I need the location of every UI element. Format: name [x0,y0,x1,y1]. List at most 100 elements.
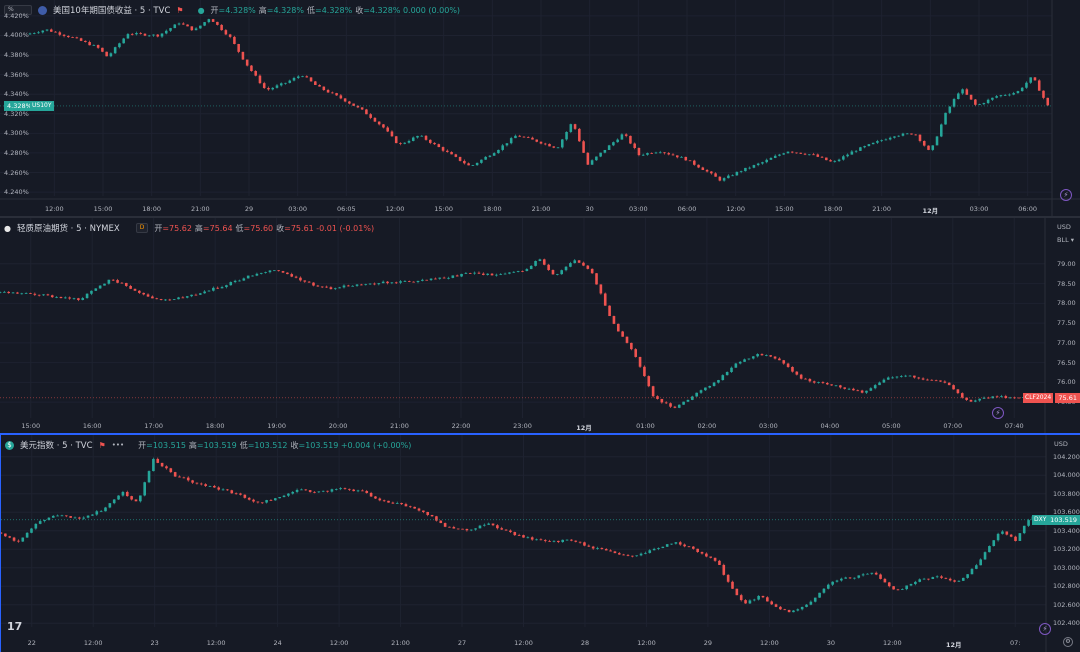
y-tick-label: 4.380% [4,51,29,60]
lightning-icon[interactable]: ⚡ [992,407,1004,419]
settings-icon[interactable]: ⚙ [1063,637,1073,647]
candle-body [138,290,141,293]
candle-body [583,542,586,546]
y-tick-label: 77.00 [1057,338,1076,347]
candle-body [603,293,607,306]
candle-body [548,541,551,542]
symbol-title[interactable]: 美国10年期国债收益 · 5 · TVC [53,6,171,16]
us10y-pane[interactable]: % 美国10年期国债收益 · 5 · TVC ⚑ ● 开=4.328% 高=4.3… [0,0,1080,216]
candle-body [573,260,577,264]
candle-body [650,153,653,154]
lightning-icon[interactable]: ⚡ [1039,623,1051,635]
candle-body [69,516,72,518]
x-tick-label: 21:00 [872,205,892,213]
candle-body [731,581,734,589]
candle-body [871,142,875,145]
more-options-icon[interactable]: ••• [111,441,125,449]
unit-label[interactable]: BLL ▾ [1057,236,1075,244]
candle-body [46,294,50,296]
candle-body [548,143,551,147]
candle-body [256,501,260,503]
candle-body [360,284,363,286]
candle-body [199,483,203,485]
candle-body [73,517,77,519]
candle-body [671,154,675,156]
percent-scale-button[interactable]: % [4,5,32,15]
candle-body [930,379,934,381]
crude-oil-pane[interactable]: ● 轻质原油期货 · 5 · NYMEX D 开=75.62 高=75.64 低=7… [0,218,1080,433]
pane-divider[interactable] [0,433,1080,435]
candle-body [295,489,299,492]
x-tick-label: 03:00 [628,205,648,213]
us10y-chart[interactable] [0,0,1080,216]
candle-body [744,167,747,172]
candle-body [822,588,826,593]
symbol-title[interactable]: 美元指数 · 5 · TVC [20,441,93,451]
delayed-badge[interactable]: D [135,223,149,233]
candle-body [637,147,641,156]
candle-body [41,30,45,33]
candle-body [847,388,851,390]
candle-body [652,548,656,551]
candle-body [739,171,743,172]
candle-body [0,292,2,293]
candle-body [260,502,264,504]
candle-body [381,281,385,284]
y-tick-label: 102.800 [1053,582,1080,591]
candle-body [543,540,547,542]
candle-body [450,151,453,155]
currency-label[interactable]: USD [1054,440,1068,448]
candle-body [795,371,799,375]
candle-body [943,381,947,383]
candle-body [747,358,751,360]
candle-body [743,359,746,362]
flag-marker-icon[interactable]: ⚑ [176,5,184,15]
candle-body [96,45,100,48]
flag-marker-icon[interactable]: ⚑ [98,440,106,450]
candle-body [303,280,307,282]
currency-label[interactable]: USD [1057,223,1071,231]
symbol-title[interactable]: 轻质原油期货 · 5 · NYMEX [16,224,120,234]
candle-body [927,578,930,580]
candle-body [837,159,841,162]
dollar-index-chart[interactable] [1,435,1080,652]
candle-body [387,500,390,503]
y-tick-label: 4.420% [4,11,29,20]
candle-body [961,89,964,94]
candle-body [421,279,424,281]
lightning-icon[interactable]: ⚡ [1060,189,1072,201]
candle-body [365,109,368,115]
candle-body [178,476,181,478]
candle-body [16,292,19,294]
candle-body [130,34,134,35]
candle-body [609,550,612,552]
candle-body [62,34,66,36]
candle-body [956,389,960,394]
pane-divider[interactable] [0,216,1080,218]
candle-body [77,298,80,300]
candle-body [633,143,636,148]
candle-body [321,490,325,492]
candle-body [329,287,333,290]
candle-body [975,565,978,569]
candle-body [288,80,292,83]
candle-body [578,541,582,543]
y-tick-label: 77.50 [1057,319,1076,328]
y-tick-label: 104.200 [1053,452,1080,461]
candle-body [492,153,496,156]
candle-body [156,458,160,463]
candle-body [37,294,41,296]
crude-oil-chart[interactable] [0,218,1080,433]
candle-body [731,175,734,177]
candle-body [265,500,268,503]
candle-body [204,484,207,486]
candle-body [896,589,900,591]
dollar-index-pane[interactable]: $ 美元指数 · 5 · TVC ⚑ ••• 开=103.515 高=103.51… [0,435,1080,652]
candle-body [446,150,449,152]
candle-body [54,31,57,33]
candle-body [630,342,633,350]
x-tick-label: 01:00 [636,422,655,430]
candle-body [483,524,486,526]
tradingview-logo[interactable]: 17 [7,620,23,633]
x-tick-label: 15:00 [434,205,454,213]
